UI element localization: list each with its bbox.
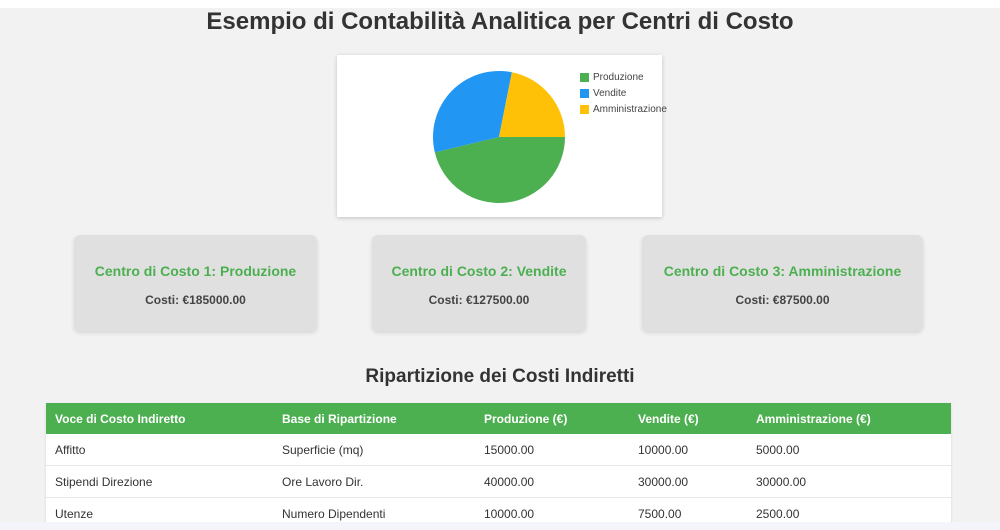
legend-label: Produzione <box>593 71 644 83</box>
cost-center-card-vendite: Centro di Costo 2: Vendite Costi: €12750… <box>372 235 586 331</box>
pie-slice-vendite[interactable] <box>433 70 512 153</box>
cell: 30000.00 <box>629 465 747 498</box>
column-header: Produzione (€) <box>475 403 629 434</box>
legend-item-amministrazione[interactable]: Amministrazione <box>580 101 667 117</box>
card-title: Centro di Costo 3: Amministrazione <box>663 263 902 279</box>
cell: 40000.00 <box>475 465 629 498</box>
cell: Ore Lavoro Dir. <box>273 465 475 498</box>
bottom-strip <box>0 522 1000 530</box>
legend-swatch-icon <box>580 72 589 82</box>
table-row: Stipendi Direzione Ore Lavoro Dir. 40000… <box>46 465 951 498</box>
column-header: Base di Ripartizione <box>273 403 475 434</box>
section-heading: Ripartizione dei Costi Indiretti <box>365 366 635 387</box>
cost-center-card-produzione: Centro di Costo 1: Produzione Costi: €18… <box>74 235 317 331</box>
page-title: Esempio di Contabilità Analitica per Cen… <box>206 8 794 35</box>
pie-slices <box>433 70 565 204</box>
legend-item-produzione[interactable]: Produzione <box>580 69 667 85</box>
cost-center-card-amministrazione: Centro di Costo 3: Amministrazione Costi… <box>642 235 923 331</box>
pie-chart: Produzione Vendite Amministrazione <box>337 55 667 217</box>
pie-slice-amministrazione[interactable] <box>499 72 565 137</box>
chart-legend: Produzione Vendite Amministrazione <box>580 69 667 117</box>
cell: Superficie (mq) <box>273 434 475 466</box>
pie-chart-svg <box>433 70 565 204</box>
table-header-row: Voce di Costo Indiretto Base di Ripartiz… <box>46 403 951 434</box>
column-header: Amministrazione (€) <box>747 403 951 434</box>
card-cost: Costi: €127500.00 <box>428 293 530 307</box>
legend-label: Amministrazione <box>593 103 667 115</box>
table-row: Affitto Superficie (mq) 15000.00 10000.0… <box>46 434 951 466</box>
cell: 5000.00 <box>747 434 951 466</box>
card-cost: Costi: €185000.00 <box>145 293 246 307</box>
cell: 10000.00 <box>629 434 747 466</box>
legend-swatch-icon <box>580 104 589 114</box>
card-cost: Costi: €87500.00 <box>735 293 830 307</box>
top-strip <box>0 0 1000 8</box>
legend-label: Vendite <box>593 87 627 99</box>
column-header: Voce di Costo Indiretto <box>46 403 273 434</box>
column-header: Vendite (€) <box>629 403 747 434</box>
cell: 30000.00 <box>747 465 951 498</box>
pie-slice-produzione[interactable] <box>434 137 565 204</box>
legend-swatch-icon <box>580 88 589 98</box>
indirect-costs-table: Voce di Costo Indiretto Base di Ripartiz… <box>46 403 951 530</box>
cell: 15000.00 <box>475 434 629 466</box>
card-title: Centro di Costo 2: Vendite <box>391 263 567 279</box>
cell: Affitto <box>46 434 273 466</box>
cell: Stipendi Direzione <box>46 465 273 498</box>
card-title: Centro di Costo 1: Produzione <box>94 263 297 279</box>
legend-item-vendite[interactable]: Vendite <box>580 85 667 101</box>
